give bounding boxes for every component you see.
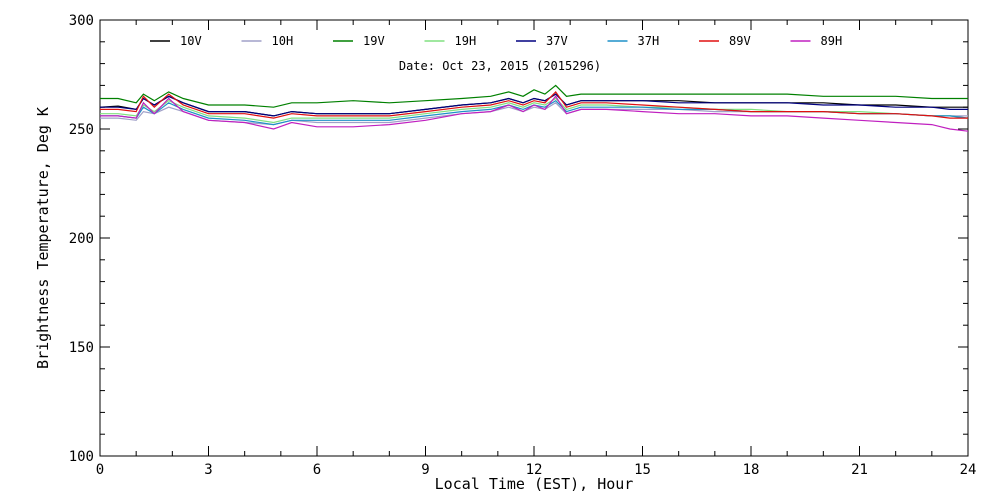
- series-line-89h: [100, 95, 969, 132]
- legend: 10V 10H 19V 19H 37V 37H 89V 89H: [150, 34, 842, 48]
- legend-label-37v: 37V: [546, 34, 568, 48]
- legend-label-19v: 19V: [363, 34, 385, 48]
- series-line-19v: [100, 84, 968, 108]
- y-tick-label: 250: [69, 122, 94, 138]
- series-line-89v: [100, 90, 968, 119]
- x-tick-label: 21: [851, 462, 868, 478]
- plot-frame: [99, 19, 969, 457]
- legend-label-10h: 10H: [272, 34, 294, 48]
- x-tick-label: 12: [526, 462, 543, 478]
- y-tick-label: 100: [69, 449, 94, 465]
- x-tick-label: 0: [96, 462, 104, 478]
- x-tick-label: 9: [421, 462, 429, 478]
- x-tick-label: 6: [313, 462, 321, 478]
- legend-label-89v: 89V: [729, 34, 751, 48]
- x-tick-label: 3: [204, 462, 212, 478]
- y-tick-label: 300: [69, 13, 94, 29]
- series-line-37v: [100, 93, 968, 117]
- x-tick-label: 24: [960, 462, 977, 478]
- y-tick-label: 150: [69, 340, 94, 356]
- x-tick-label: 18: [743, 462, 760, 478]
- legend-label-10v: 10V: [180, 34, 202, 48]
- y-tick-label: 200: [69, 231, 94, 247]
- axis-ticks: 0 3 6 9 12 15 18 21 24 100 150 200 250 300: [69, 13, 977, 478]
- legend-label-89h: 89H: [821, 34, 843, 48]
- x-axis-title: Local Time (EST), Hour: [435, 475, 634, 493]
- x-tick-label: 15: [634, 462, 651, 478]
- y-axis-title: Brightness Temperature, Deg K: [34, 107, 52, 369]
- legend-label-19h: 19H: [455, 34, 477, 48]
- series-layer: [99, 84, 969, 132]
- legend-label-37h: 37H: [638, 34, 660, 48]
- date-annotation: Date: Oct 23, 2015 (2015296): [399, 59, 601, 73]
